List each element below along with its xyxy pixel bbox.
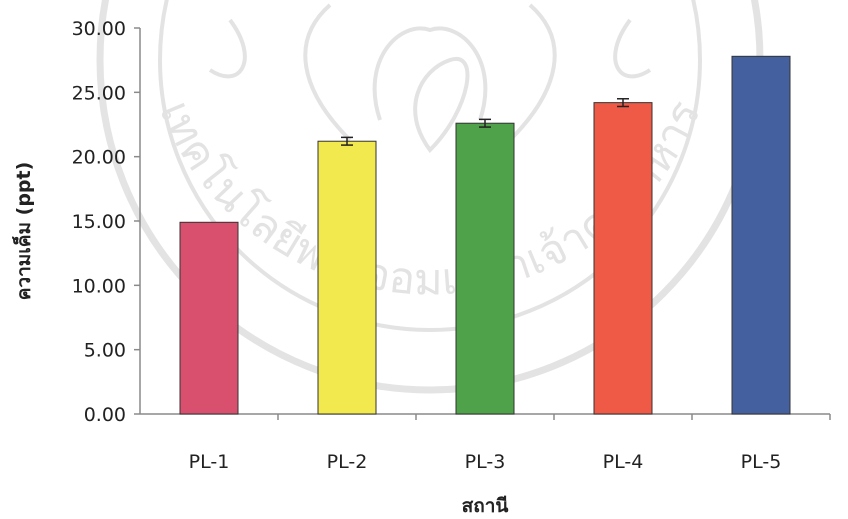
- labels: 0.00 5.00 10.00 15.00 20.00 25.00 30.00 PL-1 PL-…: [11, 18, 781, 517]
- x-tick-label: PL-5: [741, 451, 782, 473]
- x-tick-label: PL-4: [603, 451, 644, 473]
- bar-pl-1: [179, 221, 239, 415]
- x-axis-title: สถานี: [462, 495, 509, 517]
- y-tick-label: 5.00: [84, 340, 126, 362]
- y-tick-label: 25.00: [72, 82, 126, 104]
- y-tick-label: 10.00: [72, 275, 126, 297]
- x-tick-label: PL-2: [327, 451, 368, 473]
- bars: [179, 55, 791, 415]
- y-tick-label: 20.00: [72, 147, 126, 169]
- y-axis-title: ความเค็ม (ppt): [11, 162, 35, 301]
- bar-pl-2: [317, 140, 377, 415]
- bar-pl-5: [731, 55, 791, 415]
- y-tick-label: 0.00: [84, 404, 126, 426]
- y-tick-label: 30.00: [72, 18, 126, 40]
- bar-pl-3: [455, 122, 515, 415]
- x-tick-label: PL-1: [189, 451, 230, 473]
- x-tick-label: PL-3: [465, 451, 506, 473]
- bar-pl-4: [593, 102, 653, 415]
- y-tick-label: 15.00: [72, 211, 126, 233]
